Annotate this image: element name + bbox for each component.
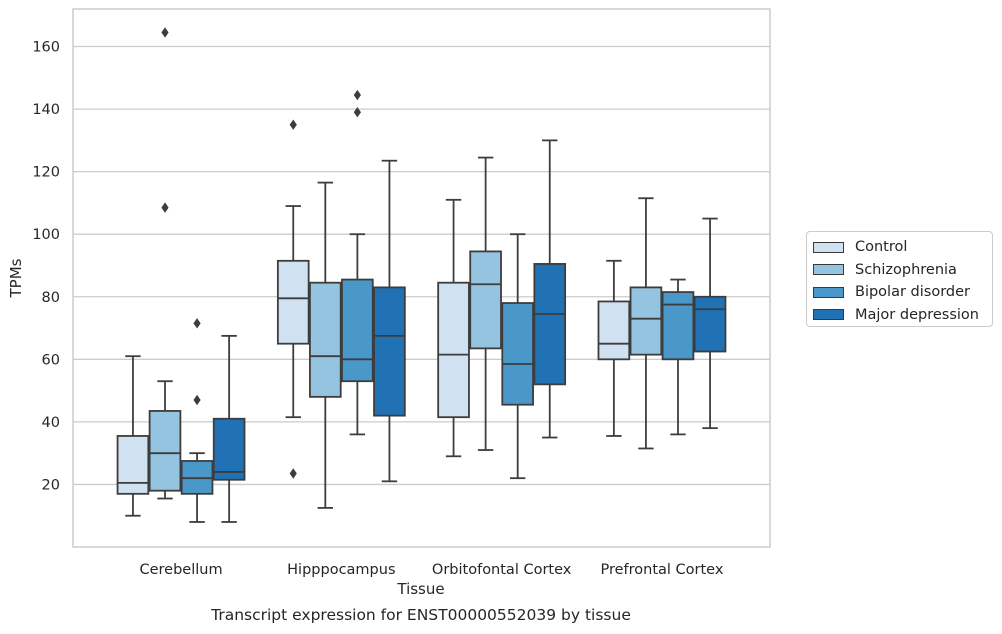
box-1-0 [148, 27, 182, 500]
y-tick-labels: 20 40 60 80 100 120 140 160 [32, 40, 60, 494]
box-iqr [469, 250, 502, 350]
box-2-0 [180, 318, 214, 523]
box-iqr [116, 435, 150, 495]
legend-label: Control [855, 239, 908, 256]
figure-caption: Transcript expression for ENST0000055203… [211, 606, 631, 624]
y-tick-label: 140 [32, 102, 60, 118]
box-1-2 [469, 156, 502, 451]
box-iqr [693, 295, 727, 353]
box-3-0 [212, 334, 246, 523]
box-1-1 [309, 181, 342, 509]
boxes [116, 27, 727, 523]
y-tick-label: 60 [42, 352, 60, 368]
box-iqr [212, 417, 246, 481]
box-iqr [533, 263, 567, 386]
x-tick-label: Prefrontal Cortex [600, 562, 723, 578]
outlier-point [289, 468, 297, 479]
legend-item-control: Control [813, 236, 992, 259]
outlier-point [193, 394, 201, 406]
legend-label: Major depression [855, 306, 979, 323]
box-2-3 [661, 278, 695, 436]
x-axis-title: Tissue [397, 580, 445, 598]
x-tick-label: Cerebellum [139, 562, 222, 578]
legend-swatch-control [813, 241, 844, 253]
plot-frame [72, 8, 771, 548]
outlier-point [353, 107, 361, 118]
y-axis-title: TPMs [7, 258, 25, 298]
box-iqr [437, 281, 470, 419]
legend-item-bipolar-disorder: Bipolar disorder [813, 281, 992, 304]
box-iqr [661, 291, 695, 361]
box-0-1 [276, 119, 310, 479]
outlier-point [353, 89, 361, 101]
x-tick-label: Orbitofontal Cortex [432, 562, 572, 578]
box-iqr [148, 410, 182, 492]
y-tick-label: 40 [42, 415, 60, 431]
legend: Control Schizophrenia Bipolar disorder M… [806, 231, 993, 327]
outlier-point [289, 119, 297, 130]
y-tick-label: 20 [42, 477, 60, 493]
box-2-1 [341, 89, 374, 436]
box-iqr [373, 286, 406, 417]
plot-background [73, 9, 770, 547]
legend-swatch-schizophrenia [813, 264, 844, 276]
outlier-point [161, 202, 169, 213]
x-tick-label: Hipppocampus [287, 562, 395, 578]
box-0-2 [437, 198, 470, 458]
box-3-3 [693, 217, 727, 430]
box-iqr [309, 281, 342, 398]
box-3-1 [373, 159, 406, 483]
legend-label: Bipolar disorder [855, 284, 970, 301]
y-tick-label: 160 [32, 40, 60, 56]
box-1-3 [629, 197, 663, 450]
outlier-point [193, 318, 201, 329]
outlier-point [161, 27, 169, 38]
legend-label: Schizophrenia [855, 261, 957, 278]
box-iqr [629, 286, 663, 356]
legend-swatch-bipolar-disorder [813, 286, 844, 298]
y-tick-label: 100 [32, 227, 60, 243]
legend-item-schizophrenia: Schizophrenia [813, 259, 992, 282]
box-iqr [341, 278, 374, 383]
legend-item-major-depression: Major depression [813, 304, 992, 327]
x-tick-labels: Cerebellum Hipppocampus Orbitofontal Corte… [139, 562, 723, 578]
box-3-2 [533, 139, 567, 439]
y-tick-label: 80 [42, 290, 60, 306]
box-2-2 [501, 233, 534, 480]
y-tick-label: 120 [32, 165, 60, 181]
box-0-0 [116, 355, 150, 517]
legend-swatch-major-depression [813, 309, 844, 321]
box-0-3 [597, 259, 631, 437]
box-iqr [501, 302, 534, 406]
box-iqr [276, 259, 310, 345]
box-iqr [597, 300, 631, 361]
